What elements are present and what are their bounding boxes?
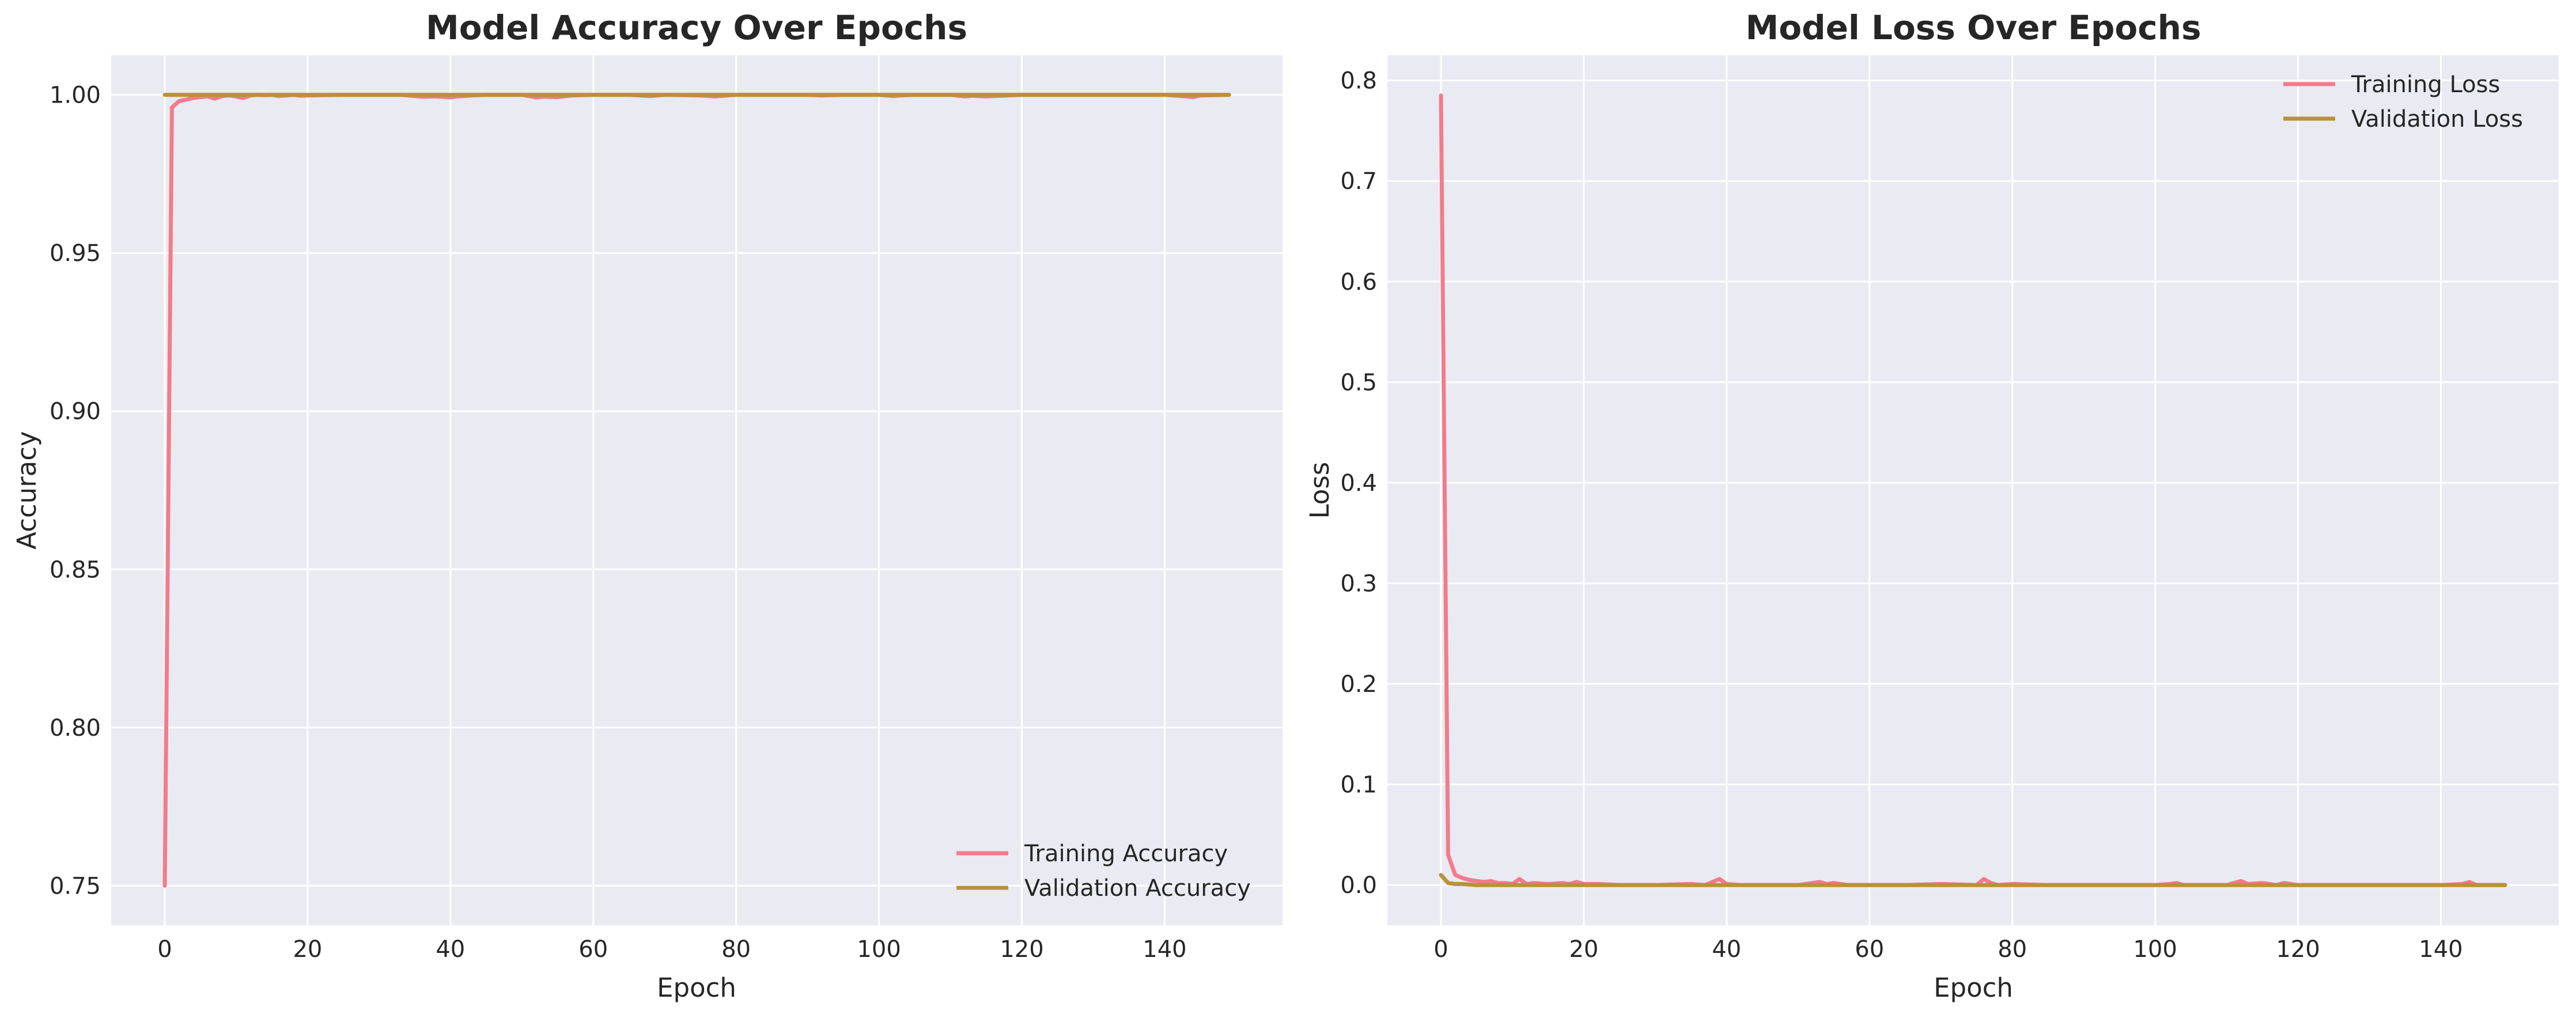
validation-loss-line bbox=[1439, 873, 2507, 887]
accuracy-y-axis-label: Accuracy bbox=[12, 431, 42, 549]
loss-y-tick-label: 0.7 bbox=[1340, 168, 1377, 195]
accuracy-x-axis-label: Epoch bbox=[657, 972, 736, 1003]
accuracy-y-tick-label: 0.95 bbox=[50, 240, 101, 267]
training-loss-legend-label: Training Loss bbox=[2351, 71, 2500, 98]
loss-chart-title: Model Loss Over Epochs bbox=[1746, 8, 2201, 47]
loss-x-tick-label: 40 bbox=[1712, 936, 1741, 963]
training-accuracy-legend-label: Training Accuracy bbox=[1024, 841, 1228, 867]
loss-x-tick-label: 100 bbox=[2133, 936, 2177, 963]
loss-x-tick-label: 20 bbox=[1569, 936, 1598, 963]
loss-y-ticks: 0.0 0.1 0.2 0.3 0.4 0.5 0.6 0.7 0.8 bbox=[1340, 68, 1377, 899]
loss-legend: Training Loss Validation Loss bbox=[2283, 71, 2523, 133]
loss-y-tick-label: 0.8 bbox=[1340, 68, 1377, 94]
loss-y-tick-label: 0.1 bbox=[1340, 772, 1377, 798]
validation-loss-legend-label: Validation Loss bbox=[2351, 106, 2523, 133]
accuracy-x-tick-label: 20 bbox=[293, 936, 322, 963]
accuracy-x-tick-label: 60 bbox=[578, 936, 608, 963]
validation-accuracy-legend-label: Validation Accuracy bbox=[1024, 875, 1251, 902]
accuracy-series bbox=[162, 93, 1231, 888]
accuracy-x-tick-label: 40 bbox=[436, 936, 465, 963]
loss-y-tick-label: 0.2 bbox=[1340, 671, 1377, 698]
accuracy-x-tick-label: 120 bbox=[1000, 936, 1043, 963]
loss-y-tick-label: 0.4 bbox=[1340, 470, 1377, 497]
loss-y-tick-label: 0.5 bbox=[1340, 369, 1377, 396]
loss-x-tick-label: 60 bbox=[1855, 936, 1884, 963]
accuracy-x-ticks: 0 20 40 60 80 100 120 140 bbox=[157, 936, 1186, 963]
loss-y-tick-label: 0.0 bbox=[1340, 872, 1377, 899]
loss-series bbox=[1439, 93, 2507, 887]
loss-chart: 0 20 40 60 80 100 120 140 0.0 0.1 0.2 0.3 0.4 0.5 0.6… bbox=[1304, 8, 2559, 1003]
accuracy-chart: 0 20 40 60 80 100 120 140 0.75 0.80 0.85 0.90 0.95 1… bbox=[12, 8, 1283, 1003]
loss-grid bbox=[1387, 55, 2559, 925]
accuracy-legend: Training Accuracy Validation Accuracy bbox=[956, 841, 1251, 902]
loss-x-ticks: 0 20 40 60 80 100 120 140 bbox=[1433, 936, 2462, 963]
accuracy-x-tick-label: 0 bbox=[157, 936, 172, 963]
accuracy-y-ticks: 0.75 0.80 0.85 0.90 0.95 1.00 bbox=[50, 82, 101, 900]
accuracy-chart-title: Model Accuracy Over Epochs bbox=[426, 8, 967, 47]
accuracy-x-tick-label: 100 bbox=[857, 936, 901, 963]
loss-x-tick-label: 120 bbox=[2276, 936, 2320, 963]
loss-x-axis-label: Epoch bbox=[1934, 972, 2013, 1003]
accuracy-y-tick-label: 0.85 bbox=[50, 557, 101, 583]
accuracy-x-tick-label: 80 bbox=[721, 936, 751, 963]
loss-x-tick-label: 140 bbox=[2419, 936, 2462, 963]
loss-plot-area bbox=[1387, 55, 2559, 925]
loss-y-tick-label: 0.3 bbox=[1340, 570, 1377, 597]
loss-x-tick-label: 80 bbox=[1998, 936, 2027, 963]
accuracy-y-tick-label: 0.80 bbox=[50, 715, 101, 741]
loss-y-tick-label: 0.6 bbox=[1340, 269, 1377, 296]
loss-x-tick-label: 0 bbox=[1433, 936, 1448, 963]
accuracy-y-tick-label: 0.90 bbox=[50, 399, 101, 425]
accuracy-x-tick-label: 140 bbox=[1143, 936, 1186, 963]
loss-y-axis-label: Loss bbox=[1304, 462, 1335, 519]
accuracy-plot-area bbox=[111, 55, 1283, 925]
accuracy-y-tick-label: 1.00 bbox=[50, 82, 101, 109]
accuracy-y-tick-label: 0.75 bbox=[50, 873, 101, 899]
